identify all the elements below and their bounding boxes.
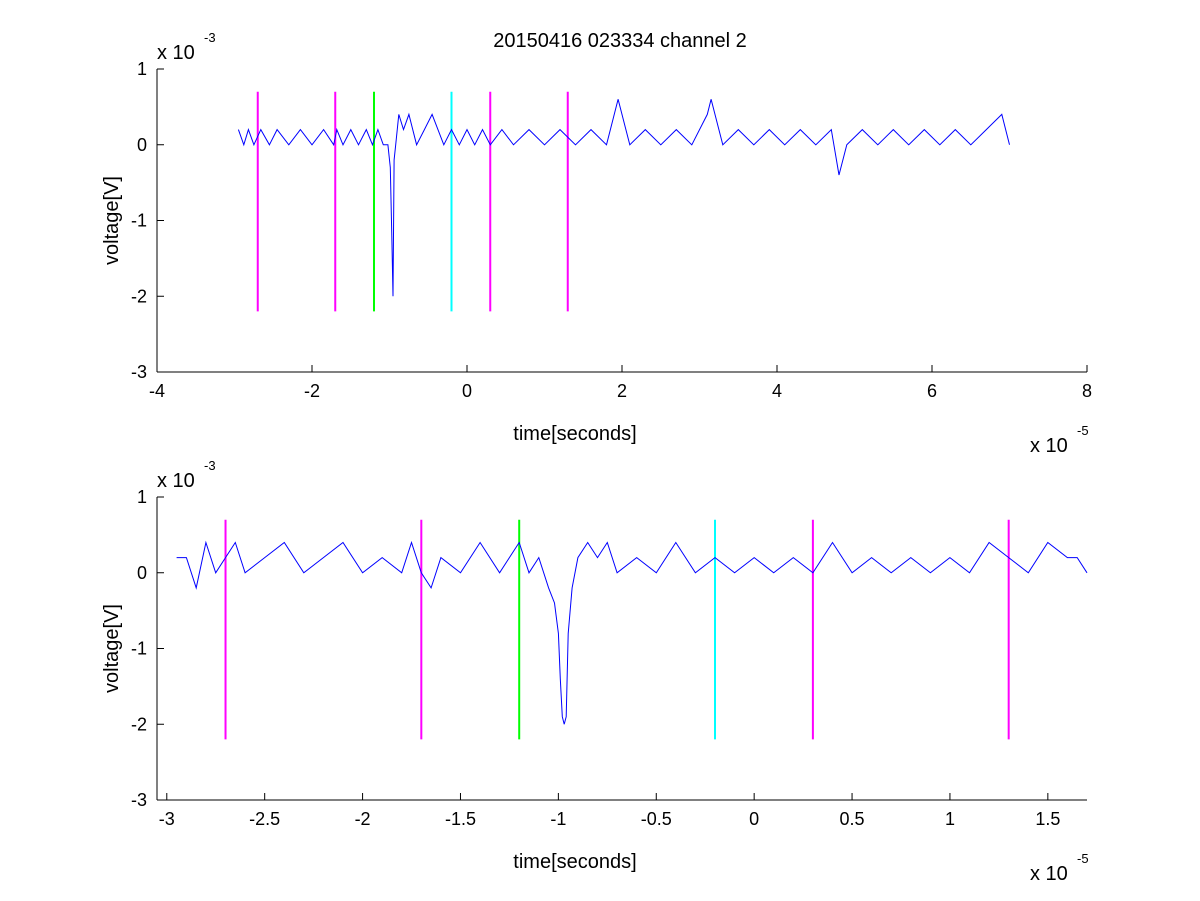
x-tick-label: 6: [927, 381, 937, 401]
x-tick-label: -1.5: [445, 809, 476, 829]
y-axis-multiplier: x 10: [157, 470, 195, 492]
x-tick-label: -4: [149, 381, 165, 401]
x-axis-label: time[seconds]: [513, 851, 636, 873]
y-axis-multiplier-exponent: -3: [204, 458, 216, 473]
x-tick-label: 1.5: [1035, 809, 1060, 829]
x-tick-label: 0: [749, 809, 759, 829]
x-tick-label: 1: [945, 809, 955, 829]
y-axis-label: voltage[V]: [101, 176, 123, 265]
figure-title: 20150416 023334 channel 2: [493, 30, 747, 52]
plot-area: [157, 69, 1087, 372]
x-tick-label: -1: [550, 809, 566, 829]
x-tick-label: 2: [617, 381, 627, 401]
y-axis-multiplier-exponent: -3: [204, 30, 216, 45]
x-axis-multiplier-exponent: -5: [1077, 423, 1089, 438]
x-tick-label: -2: [304, 381, 320, 401]
y-tick-label: -2: [131, 286, 147, 306]
x-tick-label: -2.5: [249, 809, 280, 829]
y-tick-label: -3: [131, 790, 147, 810]
plot-area: [157, 497, 1087, 800]
plot-panel-top: -4 -2 0 2 4 6 8 -3 -2 -1 0 1 time[seconds] voltage[V]…: [101, 30, 1092, 457]
y-tick-label: 1: [137, 59, 147, 79]
x-tick-label: 4: [772, 381, 782, 401]
signal-trace-line: [237, 99, 1010, 297]
y-tick-label: 0: [137, 563, 147, 583]
x-axis-multiplier: x 10: [1030, 435, 1068, 457]
x-axis-label: time[seconds]: [513, 423, 636, 445]
x-axis-multiplier-exponent: -5: [1077, 851, 1089, 866]
y-tick-label: 1: [137, 487, 147, 507]
signal-trace-line: [176, 540, 1088, 725]
x-tick-label: 8: [1082, 381, 1092, 401]
plot-panel-bottom: -3 -2.5 -2 -1.5 -1 -0.5 0 0.5 1 1.5 -3 -2 -1 0 1 time[s…: [101, 458, 1089, 885]
y-tick-label: -2: [131, 714, 147, 734]
x-tick-label: 0.5: [840, 809, 865, 829]
y-axis-label: voltage[V]: [101, 604, 123, 693]
y-tick-label: -3: [131, 362, 147, 382]
x-tick-label: 0: [462, 381, 472, 401]
y-tick-label: 0: [137, 135, 147, 155]
y-tick-label: -1: [131, 639, 147, 659]
y-axis-multiplier: x 10: [157, 42, 195, 64]
y-tick-label: -1: [131, 211, 147, 231]
x-tick-label: -0.5: [641, 809, 672, 829]
x-tick-label: -3: [159, 809, 175, 829]
x-tick-label: -2: [355, 809, 371, 829]
x-axis-multiplier: x 10: [1030, 863, 1068, 885]
